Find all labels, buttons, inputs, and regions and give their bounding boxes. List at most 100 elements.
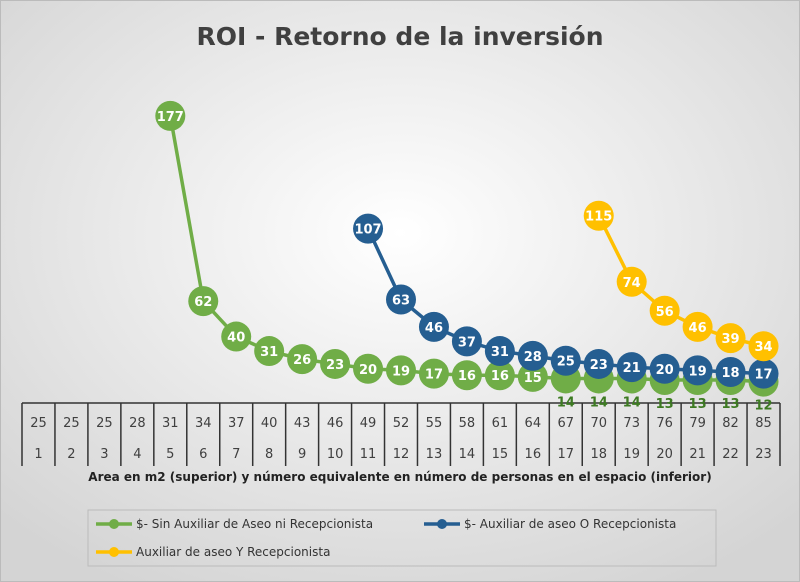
- data-point: [188, 286, 219, 317]
- tick-label-persons: 19: [623, 447, 640, 462]
- tick-label-area: 67: [558, 416, 575, 431]
- data-point: [715, 357, 746, 387]
- tick-label-area: 25: [96, 416, 113, 431]
- data-label: 17: [425, 368, 443, 383]
- data-point: [353, 213, 384, 244]
- data-point: [484, 360, 515, 391]
- data-label: 12: [754, 399, 772, 414]
- data-label: 46: [689, 321, 707, 336]
- data-label: 37: [458, 335, 476, 350]
- tick-label-persons: 14: [459, 447, 476, 462]
- data-point: [649, 353, 680, 384]
- tick-label-area: 58: [459, 416, 476, 431]
- tick-label-persons: 7: [232, 447, 240, 462]
- data-point: [386, 355, 416, 386]
- tick-label-area: 43: [294, 416, 311, 431]
- tick-label-persons: 2: [67, 447, 75, 462]
- data-point: [221, 321, 252, 352]
- data-point: [715, 323, 746, 354]
- data-label: 19: [689, 364, 707, 379]
- tick-label-persons: 10: [327, 447, 344, 462]
- legend: $- Sin Auxiliar de Aseo ni Recepcionista…: [96, 517, 676, 559]
- tick-label-persons: 12: [393, 447, 410, 462]
- data-point: [418, 358, 449, 389]
- data-label: 177: [157, 110, 184, 125]
- data-point: [386, 284, 416, 315]
- tick-label-persons: 23: [755, 447, 772, 462]
- legend-item-2: $- Auxiliar de aseo O Recepcionista: [424, 517, 676, 531]
- data-point: [649, 295, 680, 326]
- data-label: 74: [623, 276, 641, 291]
- tick-label-area: 31: [162, 416, 179, 431]
- data-label: 20: [656, 363, 674, 378]
- legend-marker: [109, 547, 119, 557]
- tick-label-persons: 6: [199, 447, 207, 462]
- legend-marker: [437, 519, 447, 529]
- legend-label: $- Sin Auxiliar de Aseo ni Recepcionista: [136, 517, 373, 531]
- chart-title: ROI - Retorno de la inversión: [197, 22, 604, 51]
- tick-label-area: 28: [129, 416, 146, 431]
- tick-label-persons: 20: [656, 447, 673, 462]
- tick-label-area: 79: [689, 416, 706, 431]
- data-label: 18: [722, 366, 740, 381]
- data-label: 63: [392, 294, 410, 309]
- data-point: [550, 345, 581, 376]
- legend-label: Auxiliar de aseo Y Recepcionista: [136, 545, 330, 559]
- tick-label-area: 25: [30, 416, 47, 431]
- tick-label-area: 40: [261, 416, 278, 431]
- tick-label-area: 70: [590, 416, 607, 431]
- tick-label-area: 64: [525, 416, 542, 431]
- data-label: 31: [260, 345, 278, 360]
- legend-marker: [109, 519, 119, 529]
- data-point: [517, 340, 548, 371]
- data-label: 16: [491, 369, 509, 384]
- tick-label-area: 76: [656, 416, 673, 431]
- tick-label-area: 37: [228, 416, 245, 431]
- data-point: [320, 348, 351, 379]
- data-label: 25: [557, 355, 575, 370]
- legend-item-1: $- Sin Auxiliar de Aseo ni Recepcionista: [96, 517, 373, 531]
- data-label: 14: [623, 395, 641, 410]
- tick-label-persons: 8: [265, 447, 273, 462]
- legend-box: [87, 509, 717, 567]
- data-label: 17: [754, 368, 772, 383]
- x-axis: 25 25 25 28 31 34 37 40 43 46 49 52 55 58 61 64 67 70 73 76…: [21, 402, 781, 466]
- data-label: 28: [524, 350, 542, 365]
- data-label: 23: [326, 358, 344, 373]
- data-label: 20: [359, 363, 377, 378]
- data-label: 19: [392, 364, 410, 379]
- data-label: 23: [590, 358, 608, 373]
- data-point: [748, 358, 779, 389]
- data-point: [451, 360, 482, 391]
- data-label: 39: [722, 332, 740, 347]
- data-point: [254, 336, 285, 367]
- data-label: 14: [590, 395, 608, 410]
- data-point: [451, 326, 482, 357]
- data-point: [682, 355, 713, 386]
- tick-label-area: 55: [426, 416, 443, 431]
- data-point: [748, 331, 779, 362]
- data-point: [517, 361, 548, 392]
- tick-label-area: 82: [722, 416, 739, 431]
- tick-label-persons: 17: [558, 447, 575, 462]
- tick-label-area: 25: [63, 416, 80, 431]
- tick-label-area: 49: [360, 416, 377, 431]
- data-point: [418, 311, 449, 342]
- data-point: [682, 311, 713, 342]
- tick-label-persons: 1: [34, 447, 42, 462]
- data-label: 115: [585, 210, 612, 225]
- data-label: 13: [722, 397, 740, 412]
- data-label: 31: [491, 345, 509, 360]
- tick-label-persons: 4: [133, 447, 141, 462]
- tick-label-persons: 22: [722, 447, 739, 462]
- tick-label-area: 52: [393, 416, 410, 431]
- data-point: [155, 100, 186, 131]
- data-label: 56: [656, 305, 674, 320]
- series-2: 107 63 46 37 31 28 25 23 21 20 19 18 17: [353, 213, 779, 389]
- tick-label-persons: 3: [100, 447, 108, 462]
- legend-item-3: Auxiliar de aseo Y Recepcionista: [96, 545, 330, 559]
- data-point: [583, 200, 614, 231]
- tick-label-area: 61: [492, 416, 509, 431]
- data-point: [353, 353, 384, 384]
